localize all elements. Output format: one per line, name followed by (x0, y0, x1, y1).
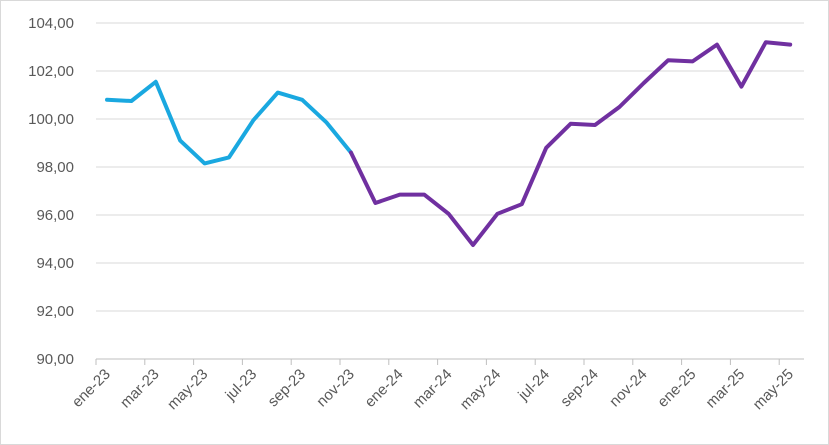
y-tick-label: 90,00 (36, 351, 74, 368)
series-line-1 (105, 79, 353, 166)
y-tick-label: 92,00 (36, 303, 74, 320)
x-tick-label: mar-25 (703, 366, 749, 412)
x-tick-label: nov-23 (313, 366, 357, 410)
x-tick-label: may-25 (750, 366, 797, 413)
x-tick-label: mar-23 (117, 366, 163, 412)
y-tick-label: 100,00 (28, 111, 74, 128)
x-axis-tick-labels: ene-23 mar-23 may-23 jul-23 sep-23 nov-23 ene-… (69, 366, 797, 413)
x-tick-label: may-23 (164, 366, 211, 413)
x-tick-label: jul-23 (222, 366, 261, 405)
x-tick-label: jul-24 (514, 366, 553, 405)
y-axis-tick-labels: 90,00 92,00 94,00 96,00 98,00 100,00 102,00 104… (28, 15, 74, 368)
gridlines (96, 22, 804, 312)
x-tick-label: may-24 (457, 366, 504, 413)
x-tick-label: ene-23 (69, 366, 114, 411)
y-tick-label: 104,00 (28, 15, 74, 32)
x-tick-label: sep-24 (557, 366, 601, 410)
x-tick-label: ene-24 (362, 366, 407, 411)
y-tick-label: 94,00 (36, 255, 74, 272)
y-tick-label: 96,00 (36, 207, 74, 224)
x-tick-label: mar-24 (410, 366, 456, 412)
x-tick-label: ene-25 (654, 366, 699, 411)
y-tick-label: 102,00 (28, 63, 74, 80)
series-lines (105, 40, 793, 247)
x-tick-label: sep-23 (265, 366, 309, 410)
y-tick-label: 98,00 (36, 159, 74, 176)
x-tick-label: nov-24 (606, 366, 650, 410)
x-axis (95, 358, 804, 365)
series-line-2 (349, 40, 793, 247)
